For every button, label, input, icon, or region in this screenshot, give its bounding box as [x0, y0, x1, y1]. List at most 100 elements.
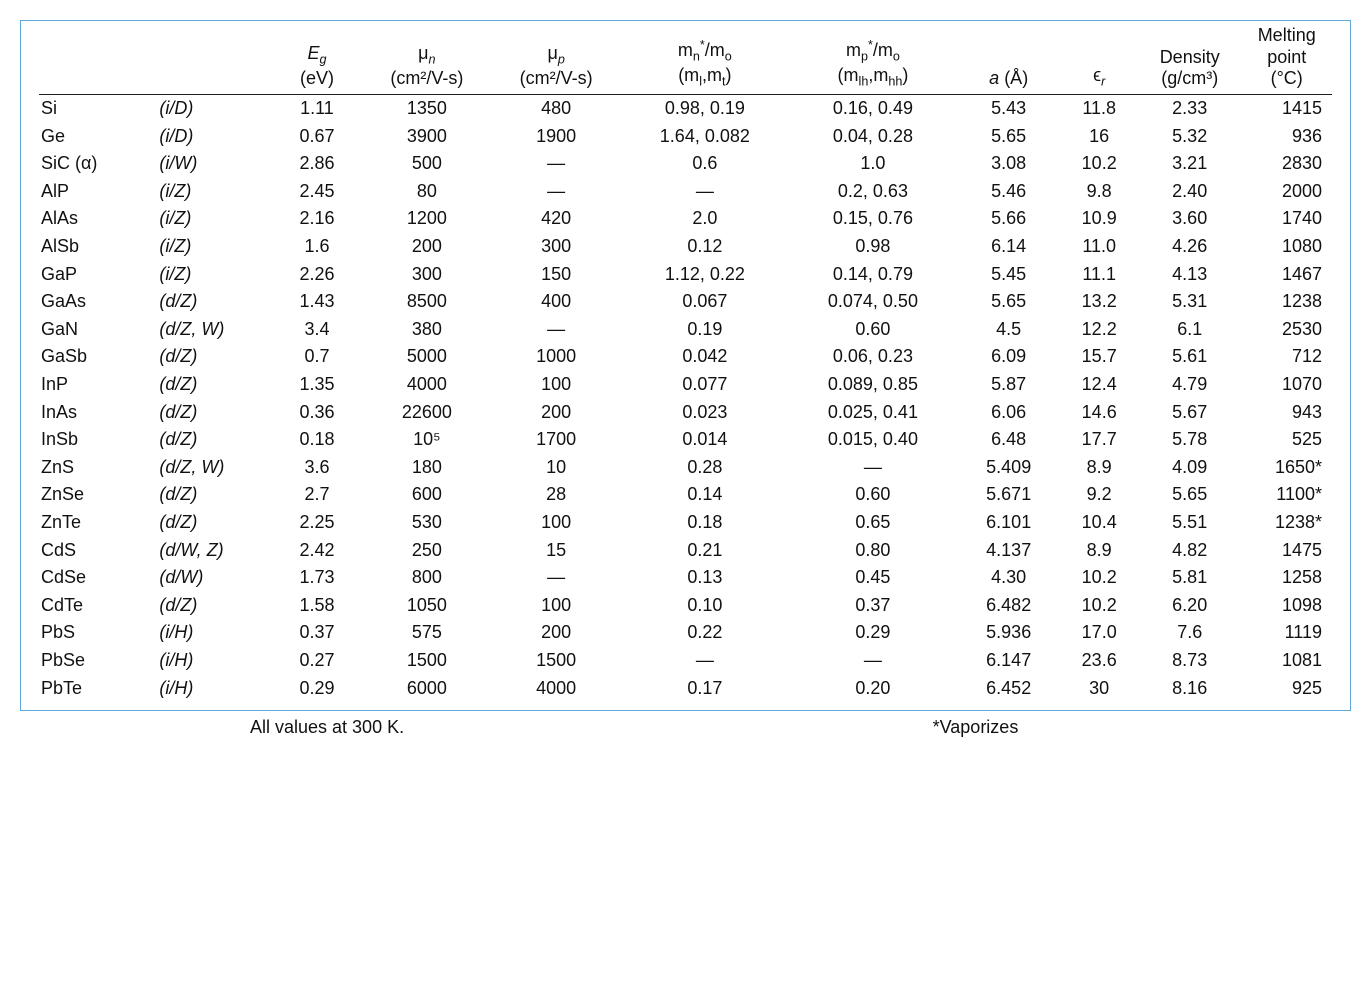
cell-mun: 1350 [362, 94, 491, 122]
cell-mun: 250 [362, 536, 491, 564]
cell-mup: 200 [492, 619, 621, 647]
cell-mp: 0.65 [789, 509, 957, 537]
cell-er: 17.0 [1060, 619, 1138, 647]
cell-a: 6.452 [957, 674, 1060, 702]
cell-mn: 0.18 [621, 509, 789, 537]
cell-mup: 100 [492, 591, 621, 619]
cell-mp: — [789, 647, 957, 675]
cell-density: 4.26 [1138, 233, 1241, 261]
cell-density: 5.32 [1138, 122, 1241, 150]
cell-structure: (d/Z) [155, 426, 271, 454]
cell-a: 5.409 [957, 454, 1060, 482]
cell-mn: 1.12, 0.22 [621, 260, 789, 288]
cell-material: CdTe [39, 591, 155, 619]
cell-mun: 1200 [362, 205, 491, 233]
cell-density: 5.81 [1138, 564, 1241, 592]
cell-a: 5.671 [957, 481, 1060, 509]
cell-structure: (i/H) [155, 619, 271, 647]
cell-mn: 0.6 [621, 150, 789, 178]
cell-eg: 1.6 [272, 233, 363, 261]
cell-eg: 1.43 [272, 288, 363, 316]
cell-eg: 2.86 [272, 150, 363, 178]
cell-structure: (d/W, Z) [155, 536, 271, 564]
cell-material: GaAs [39, 288, 155, 316]
cell-density: 6.1 [1138, 316, 1241, 344]
cell-mun: 380 [362, 316, 491, 344]
cell-mup: 1700 [492, 426, 621, 454]
cell-mun: 530 [362, 509, 491, 537]
cell-a: 5.45 [957, 260, 1060, 288]
cell-er: 10.2 [1060, 150, 1138, 178]
cell-mup: 15 [492, 536, 621, 564]
cell-eg: 1.73 [272, 564, 363, 592]
cell-eg: 0.29 [272, 674, 363, 702]
cell-mun: 300 [362, 260, 491, 288]
cell-material: AlSb [39, 233, 155, 261]
cell-mup: 28 [492, 481, 621, 509]
cell-mp: 0.16, 0.49 [789, 94, 957, 122]
cell-er: 23.6 [1060, 647, 1138, 675]
cell-mup: — [492, 150, 621, 178]
cell-melt: 1740 [1241, 205, 1332, 233]
cell-density: 5.61 [1138, 343, 1241, 371]
table-row: Si(i/D)1.1113504800.98, 0.190.16, 0.495.… [39, 94, 1332, 122]
cell-a: 6.482 [957, 591, 1060, 619]
cell-mp: 0.60 [789, 316, 957, 344]
cell-er: 9.8 [1060, 178, 1138, 206]
cell-mup: 300 [492, 233, 621, 261]
cell-a: 6.14 [957, 233, 1060, 261]
cell-a: 6.147 [957, 647, 1060, 675]
cell-eg: 2.42 [272, 536, 363, 564]
cell-er: 11.1 [1060, 260, 1138, 288]
cell-a: 6.06 [957, 398, 1060, 426]
cell-melt: 1070 [1241, 371, 1332, 399]
cell-density: 6.20 [1138, 591, 1241, 619]
cell-material: SiC (α) [39, 150, 155, 178]
cell-er: 16 [1060, 122, 1138, 150]
cell-eg: 2.45 [272, 178, 363, 206]
cell-melt: 925 [1241, 674, 1332, 702]
cell-mun: 6000 [362, 674, 491, 702]
cell-mn: 0.12 [621, 233, 789, 261]
table-row: InSb(d/Z)0.1810⁵17000.0140.015, 0.406.48… [39, 426, 1332, 454]
cell-density: 4.79 [1138, 371, 1241, 399]
cell-mun: 5000 [362, 343, 491, 371]
cell-material: GaN [39, 316, 155, 344]
cell-mn: 0.067 [621, 288, 789, 316]
cell-melt: 943 [1241, 398, 1332, 426]
cell-a: 5.43 [957, 94, 1060, 122]
col-melting: Meltingpoint(°C) [1241, 21, 1332, 94]
cell-mup: 400 [492, 288, 621, 316]
cell-eg: 0.7 [272, 343, 363, 371]
cell-mun: 3900 [362, 122, 491, 150]
cell-material: CdS [39, 536, 155, 564]
cell-mun: 4000 [362, 371, 491, 399]
cell-mup: 1500 [492, 647, 621, 675]
table-row: CdTe(d/Z)1.5810501000.100.376.48210.26.2… [39, 591, 1332, 619]
cell-structure: (d/Z) [155, 509, 271, 537]
cell-material: AlAs [39, 205, 155, 233]
cell-density: 7.6 [1138, 619, 1241, 647]
cell-er: 15.7 [1060, 343, 1138, 371]
cell-eg: 1.58 [272, 591, 363, 619]
cell-mn: 0.13 [621, 564, 789, 592]
cell-er: 8.9 [1060, 536, 1138, 564]
table-row: PbTe(i/H)0.29600040000.170.206.452308.16… [39, 674, 1332, 702]
col-er: ϵr [1060, 21, 1138, 94]
cell-eg: 2.7 [272, 481, 363, 509]
cell-density: 8.16 [1138, 674, 1241, 702]
cell-mp: 0.80 [789, 536, 957, 564]
cell-eg: 0.18 [272, 426, 363, 454]
cell-mup: 100 [492, 371, 621, 399]
cell-mup: 4000 [492, 674, 621, 702]
cell-a: 4.30 [957, 564, 1060, 592]
cell-density: 4.13 [1138, 260, 1241, 288]
cell-melt: 1119 [1241, 619, 1332, 647]
cell-mp: 0.089, 0.85 [789, 371, 957, 399]
cell-a: 6.101 [957, 509, 1060, 537]
cell-melt: 2530 [1241, 316, 1332, 344]
table-row: InP(d/Z)1.3540001000.0770.089, 0.855.871… [39, 371, 1332, 399]
cell-mp: — [789, 454, 957, 482]
cell-material: GaP [39, 260, 155, 288]
table-row: AlP(i/Z)2.4580——0.2, 0.635.469.82.402000 [39, 178, 1332, 206]
